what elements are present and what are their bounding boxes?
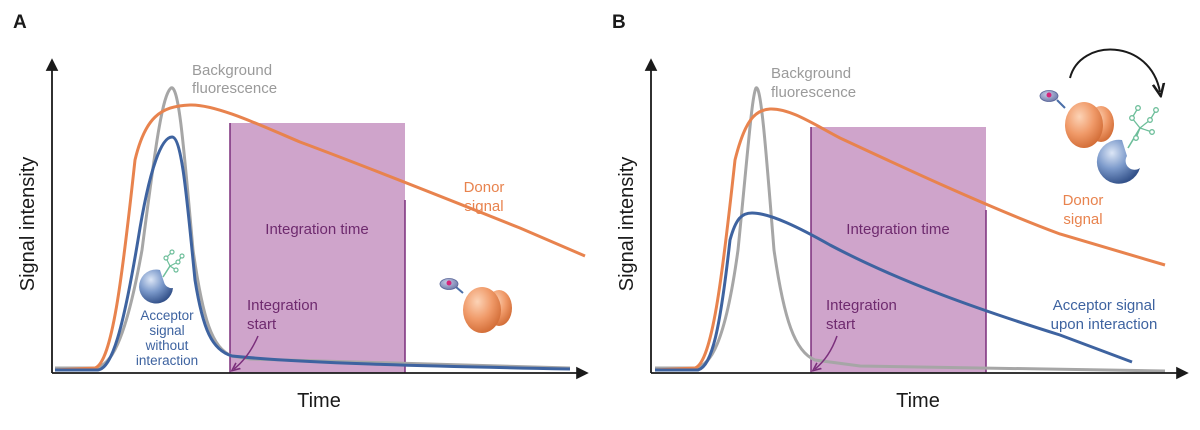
integration-start-line2: start xyxy=(826,316,856,333)
background-fluorescence-curve xyxy=(55,86,571,370)
y-axis-label: Signal intensity xyxy=(17,157,39,292)
acceptor-label-line3: without xyxy=(145,338,189,353)
acceptor-signal-curve xyxy=(55,135,571,372)
x-axis-label: Time xyxy=(297,390,341,412)
background-label-line2: fluorescence xyxy=(771,84,856,101)
acceptor-molecule-icon xyxy=(1096,105,1159,184)
acceptor-label-line2: upon interaction xyxy=(1051,316,1158,333)
background-label-line1: Background xyxy=(771,65,851,82)
integration-start-arrow xyxy=(234,335,259,369)
interaction-arrow-icon xyxy=(1069,48,1160,92)
donor-label-line2: signal xyxy=(1063,211,1102,228)
donor-label-line2: signal xyxy=(464,198,503,215)
integration-window xyxy=(230,123,405,373)
acceptor-label-line1: Acceptor signal xyxy=(1053,297,1156,314)
background-fluorescence-curve xyxy=(655,86,1166,373)
integration-start-line1: Integration xyxy=(826,297,897,314)
panel-letter: B xyxy=(612,12,626,33)
donor-label-line1: Donor xyxy=(1063,192,1104,209)
panel-a: A Time Signal intensity Background fluor… xyxy=(13,12,589,412)
donor-signal-curve xyxy=(54,103,586,372)
integration-time-label: Integration time xyxy=(265,221,368,238)
acceptor-label-line1: Acceptor xyxy=(140,308,194,323)
integration-time-label: Integration time xyxy=(846,221,949,238)
integration-start-arrow xyxy=(815,335,838,369)
panel-b: B Time Signal intensity Background fluor… xyxy=(612,12,1189,412)
y-axis-label: Signal intensity xyxy=(616,157,638,292)
acceptor-signal-curve xyxy=(655,211,1133,372)
donor-signal-curve xyxy=(654,107,1166,372)
donor-label-line1: Donor xyxy=(464,179,505,196)
acceptor-label-line2: signal xyxy=(149,323,184,338)
panel-letter: A xyxy=(13,12,27,33)
background-label-line1: Background xyxy=(192,62,272,79)
acceptor-label-line4: interaction xyxy=(136,353,198,368)
donor-protein-icon xyxy=(1039,90,1114,148)
x-axis-label: Time xyxy=(896,390,940,412)
acceptor-label: Acceptor signal without interaction xyxy=(136,308,198,368)
acceptor-molecule-icon xyxy=(139,249,185,304)
donor-protein-icon xyxy=(439,278,512,333)
integration-start-line2: start xyxy=(247,316,277,333)
integration-start-line1: Integration xyxy=(247,297,318,314)
background-label-line2: fluorescence xyxy=(192,80,277,97)
